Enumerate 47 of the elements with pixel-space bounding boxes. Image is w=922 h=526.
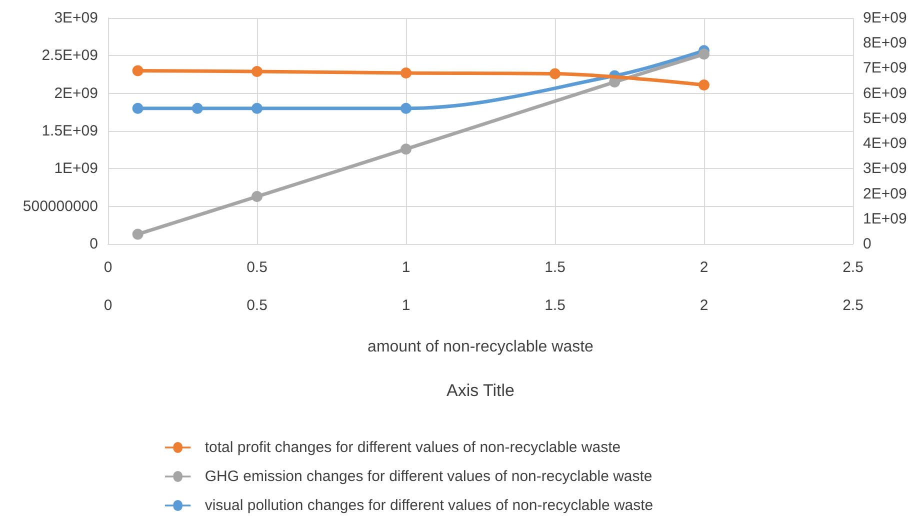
x2-tick-label: 2 [700, 297, 708, 314]
y2-tick-label: 4E+09 [863, 135, 907, 152]
x2-tick-label: 0 [104, 297, 112, 314]
point [400, 144, 412, 155]
y2-tick-label: 2E+09 [863, 185, 907, 202]
x-tick-label: 2 [700, 259, 708, 276]
y2-tick-label: 6E+09 [863, 84, 907, 102]
x2-tick-label: 2.5 [842, 297, 864, 314]
x-tick-label: 0 [104, 259, 112, 276]
point [400, 102, 412, 114]
x-tick-label: 1 [402, 259, 410, 276]
x2-tick-label: 0.5 [246, 297, 268, 314]
point [132, 228, 144, 240]
y-tick-label: 2.5E+09 [42, 47, 98, 64]
legend-label: total profit changes for different values of non-recyclable waste [204, 439, 621, 456]
x-tick-label: 2.5 [842, 259, 864, 276]
y-tick-label: 1.5E+09 [42, 122, 98, 140]
y-tick-label: 1E+09 [54, 160, 98, 178]
legend-label: GHG emission changes for different values of non-recyclable waste [204, 468, 652, 485]
y-tick-label: 2E+09 [54, 84, 98, 102]
point [192, 102, 203, 114]
point [550, 68, 560, 80]
y2-tick-label: 3E+09 [863, 160, 907, 178]
y2-tick-label: 0 [863, 236, 872, 252]
point [132, 102, 144, 114]
x-tick-label: 0.5 [246, 259, 268, 276]
point [132, 65, 144, 76]
y-tick-label: 3E+09 [54, 10, 98, 26]
legend-label: visual pollution changes for different values of non-recyclable waste [204, 497, 654, 514]
y2-tick-label: 5E+09 [863, 110, 907, 127]
y2-tick-label: 1E+09 [863, 210, 907, 228]
x2-axis-title: Axis Title [446, 381, 515, 400]
y2-tick-label: 7E+09 [863, 60, 907, 77]
x-tick-label: 1.5 [544, 259, 566, 276]
point [252, 102, 262, 114]
y-tick-label: 0 [90, 236, 98, 252]
point [698, 48, 710, 60]
x2-tick-label: 1.5 [544, 297, 566, 314]
y-tick-label: 500000000 [22, 198, 98, 215]
point [400, 67, 412, 78]
point [252, 191, 262, 202]
y2-tick-label: 9E+09 [863, 10, 907, 26]
point [698, 80, 710, 91]
x2-tick-label: 1 [402, 297, 410, 314]
y2-tick-label: 8E+09 [863, 34, 907, 52]
x-axis-title: amount of non-recyclable waste [368, 338, 594, 356]
point [252, 66, 262, 77]
